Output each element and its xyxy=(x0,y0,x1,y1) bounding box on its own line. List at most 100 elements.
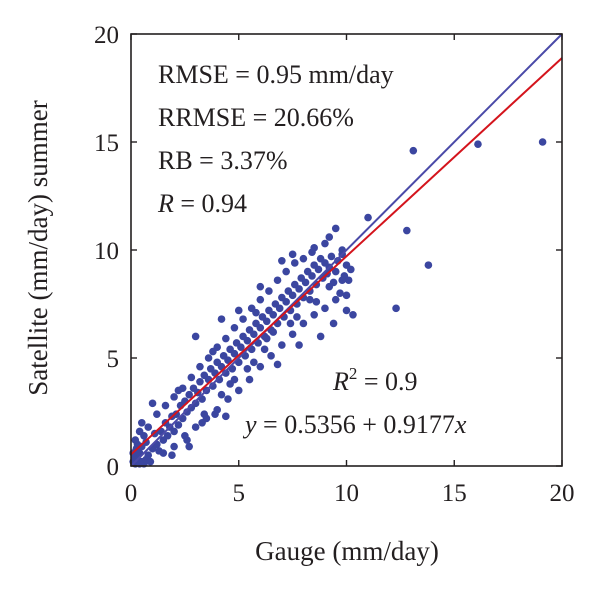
x-tick-label: 10 xyxy=(334,480,359,507)
data-point xyxy=(331,224,340,233)
data-point xyxy=(191,423,200,431)
data-point xyxy=(230,375,239,384)
data-point xyxy=(331,267,340,276)
data-point xyxy=(230,323,239,332)
data-point xyxy=(282,298,290,306)
data-point xyxy=(256,282,265,291)
data-point xyxy=(222,334,230,343)
y-tick-label: 10 xyxy=(94,238,119,265)
data-point xyxy=(329,319,338,328)
data-point xyxy=(144,423,153,431)
y-axis-label: Satellite (mm/day) summer xyxy=(23,100,53,395)
data-point xyxy=(275,304,284,313)
data-point xyxy=(308,272,316,280)
equation-body: = 0.5356 + 0.9177 xyxy=(257,410,455,439)
data-point xyxy=(209,382,217,390)
x-tick-label: 15 xyxy=(442,480,467,507)
data-point xyxy=(344,276,353,285)
data-point xyxy=(256,295,265,304)
y-tick-label: 5 xyxy=(107,346,120,373)
data-point xyxy=(321,239,329,248)
data-point xyxy=(204,354,213,362)
data-point xyxy=(282,267,290,276)
data-point xyxy=(312,298,321,306)
data-point xyxy=(196,377,204,386)
data-point xyxy=(209,347,217,356)
data-point xyxy=(252,308,260,317)
data-point xyxy=(250,330,258,339)
data-point xyxy=(286,319,295,328)
data-point xyxy=(295,341,303,349)
data-point xyxy=(260,345,269,354)
rb-label: RB = 3.37% xyxy=(158,146,288,175)
r2-label: R2 = 0.9 xyxy=(332,364,418,396)
data-point xyxy=(142,438,150,447)
data-point xyxy=(278,257,286,265)
data-point xyxy=(299,319,308,328)
data-point xyxy=(170,393,178,401)
data-point xyxy=(325,282,334,291)
data-point xyxy=(191,332,200,341)
data-point xyxy=(237,343,245,352)
data-point xyxy=(137,419,146,427)
data-point xyxy=(224,395,232,403)
data-point xyxy=(159,449,168,457)
data-point xyxy=(316,332,325,341)
data-point xyxy=(256,323,265,332)
data-point xyxy=(288,250,297,259)
data-point xyxy=(306,295,314,304)
data-point xyxy=(331,295,340,304)
data-point xyxy=(403,226,411,235)
data-point xyxy=(538,138,547,146)
data-point xyxy=(269,311,278,319)
data-point xyxy=(245,375,254,384)
data-point xyxy=(325,233,334,241)
data-point xyxy=(153,410,161,418)
data-point xyxy=(183,436,191,444)
data-point xyxy=(364,213,372,222)
data-point xyxy=(273,360,282,369)
data-point xyxy=(256,362,265,371)
data-point xyxy=(310,311,318,319)
data-point xyxy=(336,289,344,298)
data-point xyxy=(278,341,286,349)
data-point xyxy=(295,285,303,293)
equation-x: x xyxy=(454,410,467,439)
x-tick-label: 0 xyxy=(125,480,138,507)
r2-exponent: 2 xyxy=(349,364,358,383)
regression-equation: y = 0.5356 + 0.9177x xyxy=(242,410,467,439)
data-point xyxy=(174,386,183,395)
data-point xyxy=(288,330,297,339)
data-point xyxy=(290,259,299,267)
data-point xyxy=(217,390,226,399)
data-point xyxy=(269,328,278,336)
x-axis-label: Gauge (mm/day) xyxy=(255,536,439,566)
data-point xyxy=(273,276,282,285)
r2-value: = 0.9 xyxy=(357,367,417,396)
data-point xyxy=(161,401,170,410)
data-point xyxy=(148,399,157,408)
data-point xyxy=(234,306,243,315)
data-point xyxy=(409,146,418,155)
r-value: = 0.94 xyxy=(174,189,247,218)
data-point xyxy=(196,362,204,371)
data-point xyxy=(222,412,230,421)
data-point xyxy=(288,291,297,300)
data-point xyxy=(474,140,482,148)
data-point xyxy=(144,451,153,460)
data-point xyxy=(185,442,193,451)
data-point xyxy=(222,369,230,377)
data-point xyxy=(327,252,336,261)
data-point xyxy=(301,278,310,287)
stats-annotation: RMSE = 0.95 mm/day RRMSE = 20.66% RB = 3… xyxy=(157,60,467,439)
rmse-label: RMSE = 0.95 mm/day xyxy=(158,60,394,89)
one-to-one-line xyxy=(130,33,563,467)
data-point xyxy=(131,436,140,444)
data-point xyxy=(250,358,258,367)
regression-line xyxy=(130,57,563,456)
data-point xyxy=(424,261,433,269)
data-point xyxy=(135,427,144,436)
data-point xyxy=(310,244,318,252)
equation-y: y xyxy=(242,410,257,439)
